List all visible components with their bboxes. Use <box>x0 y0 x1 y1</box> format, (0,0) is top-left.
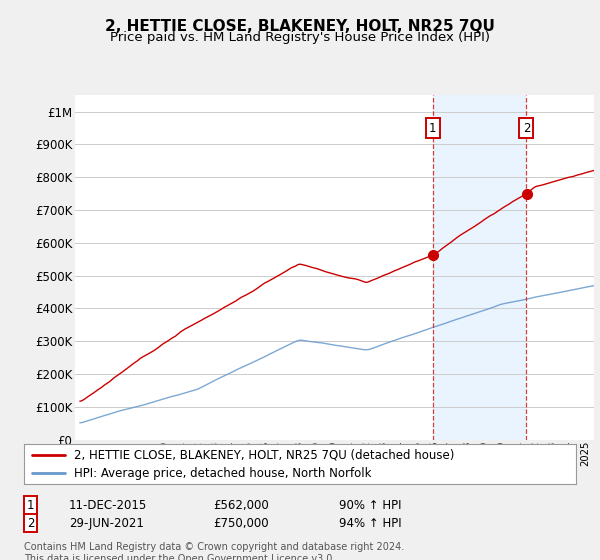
Text: 11-DEC-2015: 11-DEC-2015 <box>69 498 147 512</box>
Text: 2: 2 <box>523 122 530 134</box>
Text: 2, HETTIE CLOSE, BLAKENEY, HOLT, NR25 7QU (detached house): 2, HETTIE CLOSE, BLAKENEY, HOLT, NR25 7Q… <box>74 448 454 461</box>
Text: 94% ↑ HPI: 94% ↑ HPI <box>339 516 401 530</box>
Text: £750,000: £750,000 <box>213 516 269 530</box>
Text: 1: 1 <box>27 498 35 512</box>
Text: Price paid vs. HM Land Registry's House Price Index (HPI): Price paid vs. HM Land Registry's House … <box>110 31 490 44</box>
Text: 1: 1 <box>429 122 437 134</box>
Text: 29-JUN-2021: 29-JUN-2021 <box>69 516 144 530</box>
Text: HPI: Average price, detached house, North Norfolk: HPI: Average price, detached house, Nort… <box>74 467 371 480</box>
Bar <box>433 95 526 440</box>
Text: Contains HM Land Registry data © Crown copyright and database right 2024.
This d: Contains HM Land Registry data © Crown c… <box>24 542 404 560</box>
Text: £562,000: £562,000 <box>213 498 269 512</box>
Text: 90% ↑ HPI: 90% ↑ HPI <box>339 498 401 512</box>
Text: 2, HETTIE CLOSE, BLAKENEY, HOLT, NR25 7QU: 2, HETTIE CLOSE, BLAKENEY, HOLT, NR25 7Q… <box>105 19 495 34</box>
Text: 2: 2 <box>27 516 35 530</box>
